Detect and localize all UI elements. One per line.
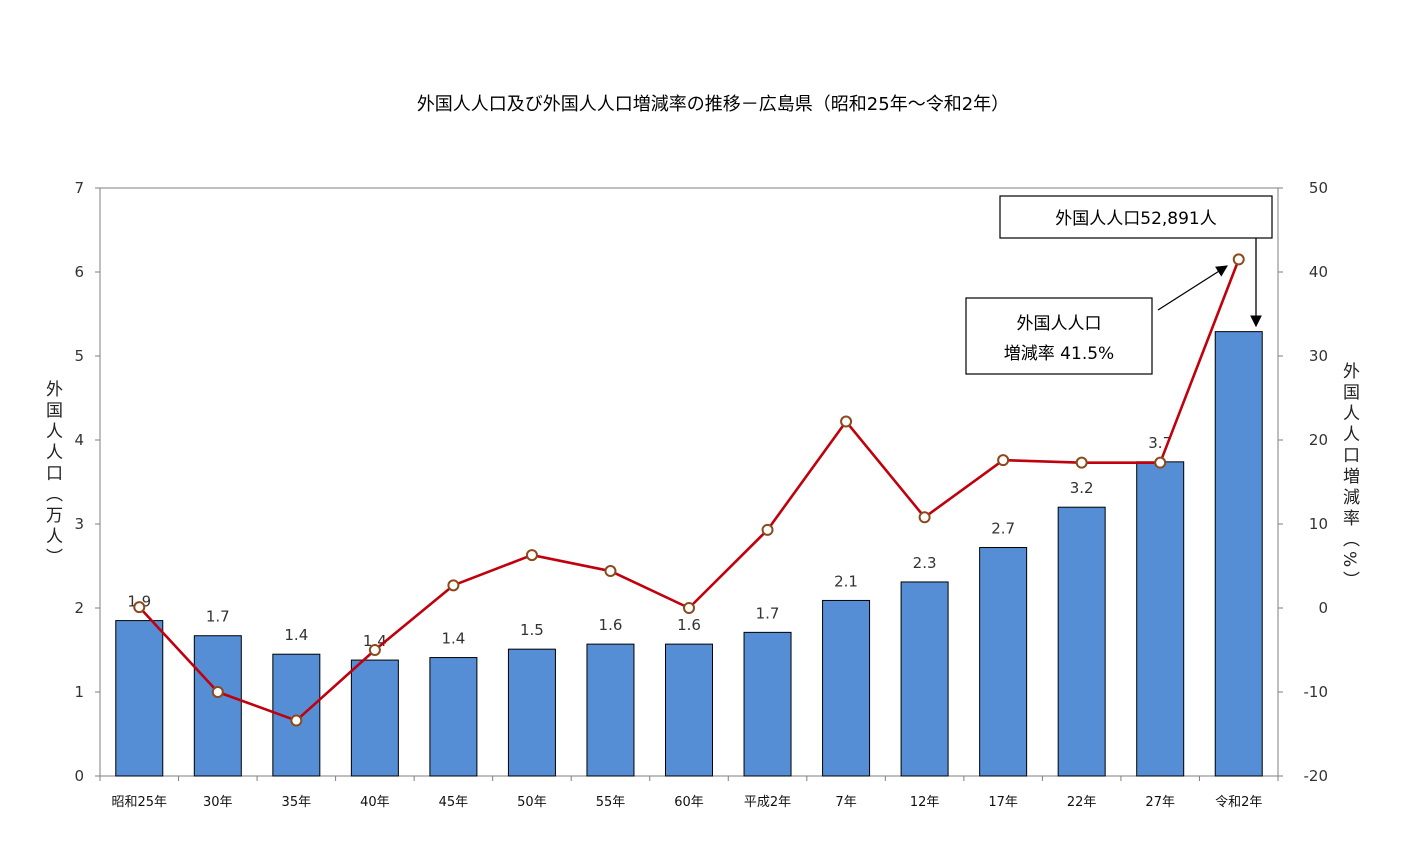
rate-point	[1075, 456, 1088, 469]
left-tick-label: 4	[74, 431, 84, 449]
x-tick-label: 50年	[517, 795, 547, 810]
x-tick-label: 7年	[835, 795, 856, 810]
bar-data-labels: 1.91.71.41.41.41.51.61.61.72.12.32.73.23…	[127, 434, 1172, 650]
right-tick-label: 30	[1309, 347, 1328, 365]
x-tick-label: 35年	[282, 795, 312, 810]
right-tick-label: 0	[1318, 599, 1328, 617]
left-tick-label: 2	[74, 599, 84, 617]
chart-title: 外国人人口及び外国人人口増減率の推移－広島県（昭和25年～令和2年）	[417, 94, 1009, 115]
bar	[822, 599, 871, 777]
left-tick-label: 5	[74, 347, 84, 365]
rate-point	[604, 565, 617, 578]
left-tick-label: 6	[74, 263, 84, 281]
rate-point	[133, 601, 146, 614]
rate-point	[840, 415, 853, 428]
population-callout: 外国人人口52,891人	[999, 195, 1273, 328]
right-tick-label: -20	[1304, 767, 1329, 785]
line-series	[133, 253, 1245, 727]
bar	[743, 631, 792, 777]
right-axis-ticks: -20 -10 0 10 20 30 40 50	[1278, 179, 1328, 785]
x-tick-label: 30年	[203, 795, 233, 810]
left-tick-label: 7	[74, 179, 84, 197]
rate-point	[761, 523, 774, 536]
bar	[586, 643, 635, 777]
left-tick-label: 1	[74, 683, 84, 701]
rate-point	[918, 511, 931, 524]
bar-value-label: 2.1	[834, 572, 858, 590]
bar-value-label: 1.4	[284, 626, 308, 644]
rate-callout-line1: 外国人人口	[1017, 314, 1102, 334]
bar	[665, 643, 713, 777]
bar-series	[115, 331, 1263, 777]
y-axis-label-right: 外国人人口増減率（%）	[1339, 362, 1360, 592]
x-tick-label: 22年	[1067, 795, 1097, 810]
bar-value-label: 1.6	[599, 616, 623, 634]
rate-point	[997, 454, 1010, 467]
bar-value-label: 1.7	[756, 604, 780, 622]
x-tick-label: 27年	[1145, 795, 1175, 810]
x-tick-label: 17年	[988, 795, 1018, 810]
right-tick-label: 50	[1309, 179, 1328, 197]
rate-callout-line2: 増減率 41.5%	[1004, 344, 1114, 364]
bar	[900, 581, 949, 777]
x-tick-label: 55年	[596, 795, 626, 810]
left-tick-label: 3	[74, 515, 84, 533]
rate-point	[290, 714, 303, 727]
bar-value-label: 3.2	[1070, 479, 1094, 497]
bar-value-label: 1.5	[520, 621, 544, 639]
right-tick-label: 20	[1309, 431, 1328, 449]
y-axis-label-left: 外国人人口（万人）	[42, 380, 63, 569]
rate-point	[447, 579, 460, 592]
bar	[1136, 461, 1185, 777]
x-axis-ticks: 昭和25年 30年 35年 40年 45年 50年 55年 60年 平成2年 7年 12年 17年 22…	[99, 776, 1279, 810]
rate-point	[525, 549, 538, 562]
rate-point	[368, 644, 381, 656]
x-tick-label: 令和2年	[1215, 795, 1262, 810]
bar-value-label: 2.3	[913, 554, 937, 572]
bar-value-label: 2.7	[991, 520, 1015, 538]
rate-callout-box	[965, 297, 1153, 375]
right-tick-label: 40	[1309, 263, 1328, 281]
x-tick-label: 昭和25年	[111, 795, 167, 810]
right-tick-label: -10	[1304, 683, 1329, 701]
bar	[1057, 506, 1106, 777]
population-callout-text: 外国人人口52,891人	[1055, 209, 1216, 229]
population-callout-box	[999, 195, 1273, 239]
bar	[115, 620, 164, 777]
rate-point	[1232, 253, 1245, 266]
rate-point	[683, 602, 695, 614]
x-tick-label: 12年	[910, 795, 940, 810]
bar	[429, 657, 478, 777]
bar-value-label: 1.7	[206, 608, 230, 626]
bar	[979, 547, 1028, 777]
bar	[350, 659, 399, 777]
x-tick-label: 平成2年	[744, 795, 791, 810]
bar	[507, 648, 556, 777]
rate-point	[211, 686, 224, 698]
bar	[193, 635, 242, 777]
rate-callout: 外国人人口 増減率 41.5%	[965, 265, 1228, 375]
left-axis-ticks: 0 1 2 3 4 5 6 7	[74, 179, 100, 785]
right-tick-label: 10	[1309, 515, 1328, 533]
bar-value-label: 1.4	[441, 630, 465, 648]
x-tick-label: 45年	[439, 795, 469, 810]
bar	[1214, 331, 1263, 777]
bar-value-label: 1.6	[677, 616, 701, 634]
rate-point	[1154, 456, 1167, 469]
x-tick-label: 60年	[674, 795, 704, 810]
x-tick-label: 40年	[360, 795, 390, 810]
left-tick-label: 0	[74, 767, 84, 785]
rate-callout-arrow	[1157, 265, 1228, 311]
